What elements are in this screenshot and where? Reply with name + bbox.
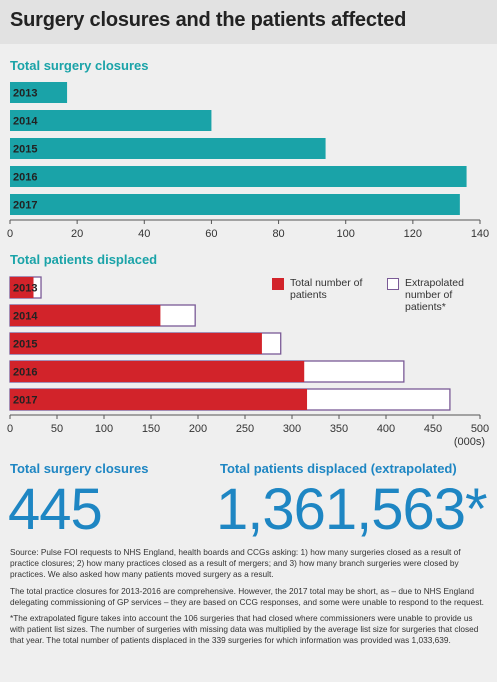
total-bar-2015 bbox=[10, 333, 262, 354]
total-bar-2014 bbox=[10, 305, 161, 326]
legend-swatch-extrapolated bbox=[387, 278, 399, 290]
patients-x-tick-label: 400 bbox=[377, 423, 395, 435]
patients-x-tick-label: 250 bbox=[236, 423, 254, 435]
closures-bar-2016 bbox=[10, 166, 467, 187]
patients-x-tick-label: 350 bbox=[330, 423, 348, 435]
total-bar-2017 bbox=[10, 389, 308, 410]
closures-x-tick-label: 60 bbox=[205, 228, 217, 240]
patients-x-tick-label: 150 bbox=[142, 423, 160, 435]
patients-x-tick-label: 450 bbox=[424, 423, 442, 435]
patients-x-unit-label: (000s) bbox=[454, 436, 485, 448]
patients-x-tick-label: 300 bbox=[283, 423, 301, 435]
title-bar: Surgery closures and the patients affect… bbox=[0, 0, 497, 44]
patients-summary-label: Total patients displaced (extrapolated) bbox=[220, 461, 457, 476]
patients-x-tick-label: 50 bbox=[51, 423, 63, 435]
patients-year-label-2016: 2016 bbox=[13, 367, 37, 379]
closures-year-label-2016: 2016 bbox=[13, 172, 37, 184]
closures-bar-2017 bbox=[10, 194, 460, 215]
patients-x-tick-label: 0 bbox=[7, 423, 13, 435]
closures-year-label-2017: 2017 bbox=[13, 200, 37, 212]
patients-year-label-2015: 2015 bbox=[13, 339, 37, 351]
closures-chart: 2013 2014 2015 2016 2017 0 20 40 60 80 100 120 140 bbox=[7, 82, 489, 240]
closures-x-tick-label: 0 bbox=[7, 228, 13, 240]
closures-year-label-2014: 2014 bbox=[13, 116, 38, 128]
patients-x-tick-label: 100 bbox=[95, 423, 113, 435]
page-title: Surgery closures and the patients affect… bbox=[10, 9, 407, 31]
extrapolated-note: *The extrapolated figure takes into acco… bbox=[10, 613, 479, 645]
closures-year-label-2015: 2015 bbox=[13, 144, 37, 156]
patients-year-label-2014: 2014 bbox=[13, 311, 38, 323]
closures-bar-2013 bbox=[10, 82, 68, 103]
patients-chart-title: Total patients displaced bbox=[10, 252, 158, 267]
closures-x-tick-label: 20 bbox=[71, 228, 83, 240]
total-bar-2016 bbox=[10, 361, 305, 382]
closures-year-label-2013: 2013 bbox=[13, 88, 37, 100]
patients-year-label-2013: 2013 bbox=[13, 283, 37, 295]
patients-x-tick-label: 500 bbox=[471, 423, 489, 435]
closures-bar-2014 bbox=[10, 110, 212, 131]
closures-summary-value: 445 bbox=[8, 477, 103, 542]
source-note: Source: Pulse FOI requests to NHS Englan… bbox=[10, 547, 461, 579]
closures-x-tick-label: 40 bbox=[138, 228, 150, 240]
closures-x-tick-label: 120 bbox=[404, 228, 422, 240]
patients-chart: 2013 2014 2015 2016 2017 0 50 100 150 200 250 300 35… bbox=[7, 276, 489, 448]
closures-x-tick-label: 100 bbox=[337, 228, 355, 240]
legend-label-total: Total number of patients bbox=[290, 277, 363, 301]
legend-label-extrapolated: Extrapolated number of patients* bbox=[405, 277, 464, 313]
closures-summary-label: Total surgery closures bbox=[10, 461, 149, 476]
patients-x-tick-label: 200 bbox=[189, 423, 207, 435]
closures-chart-title: Total surgery closures bbox=[10, 58, 149, 73]
comprehensive-note: The total practice closures for 2013-201… bbox=[10, 586, 484, 607]
patients-summary-value: 1,361,563* bbox=[216, 477, 488, 542]
closures-x-tick-label: 140 bbox=[471, 228, 489, 240]
closures-x-tick-label: 80 bbox=[272, 228, 284, 240]
closures-bar-2015 bbox=[10, 138, 326, 159]
total-bar-2013 bbox=[10, 277, 34, 298]
patients-year-label-2017: 2017 bbox=[13, 395, 37, 407]
legend-swatch-total bbox=[272, 278, 284, 290]
